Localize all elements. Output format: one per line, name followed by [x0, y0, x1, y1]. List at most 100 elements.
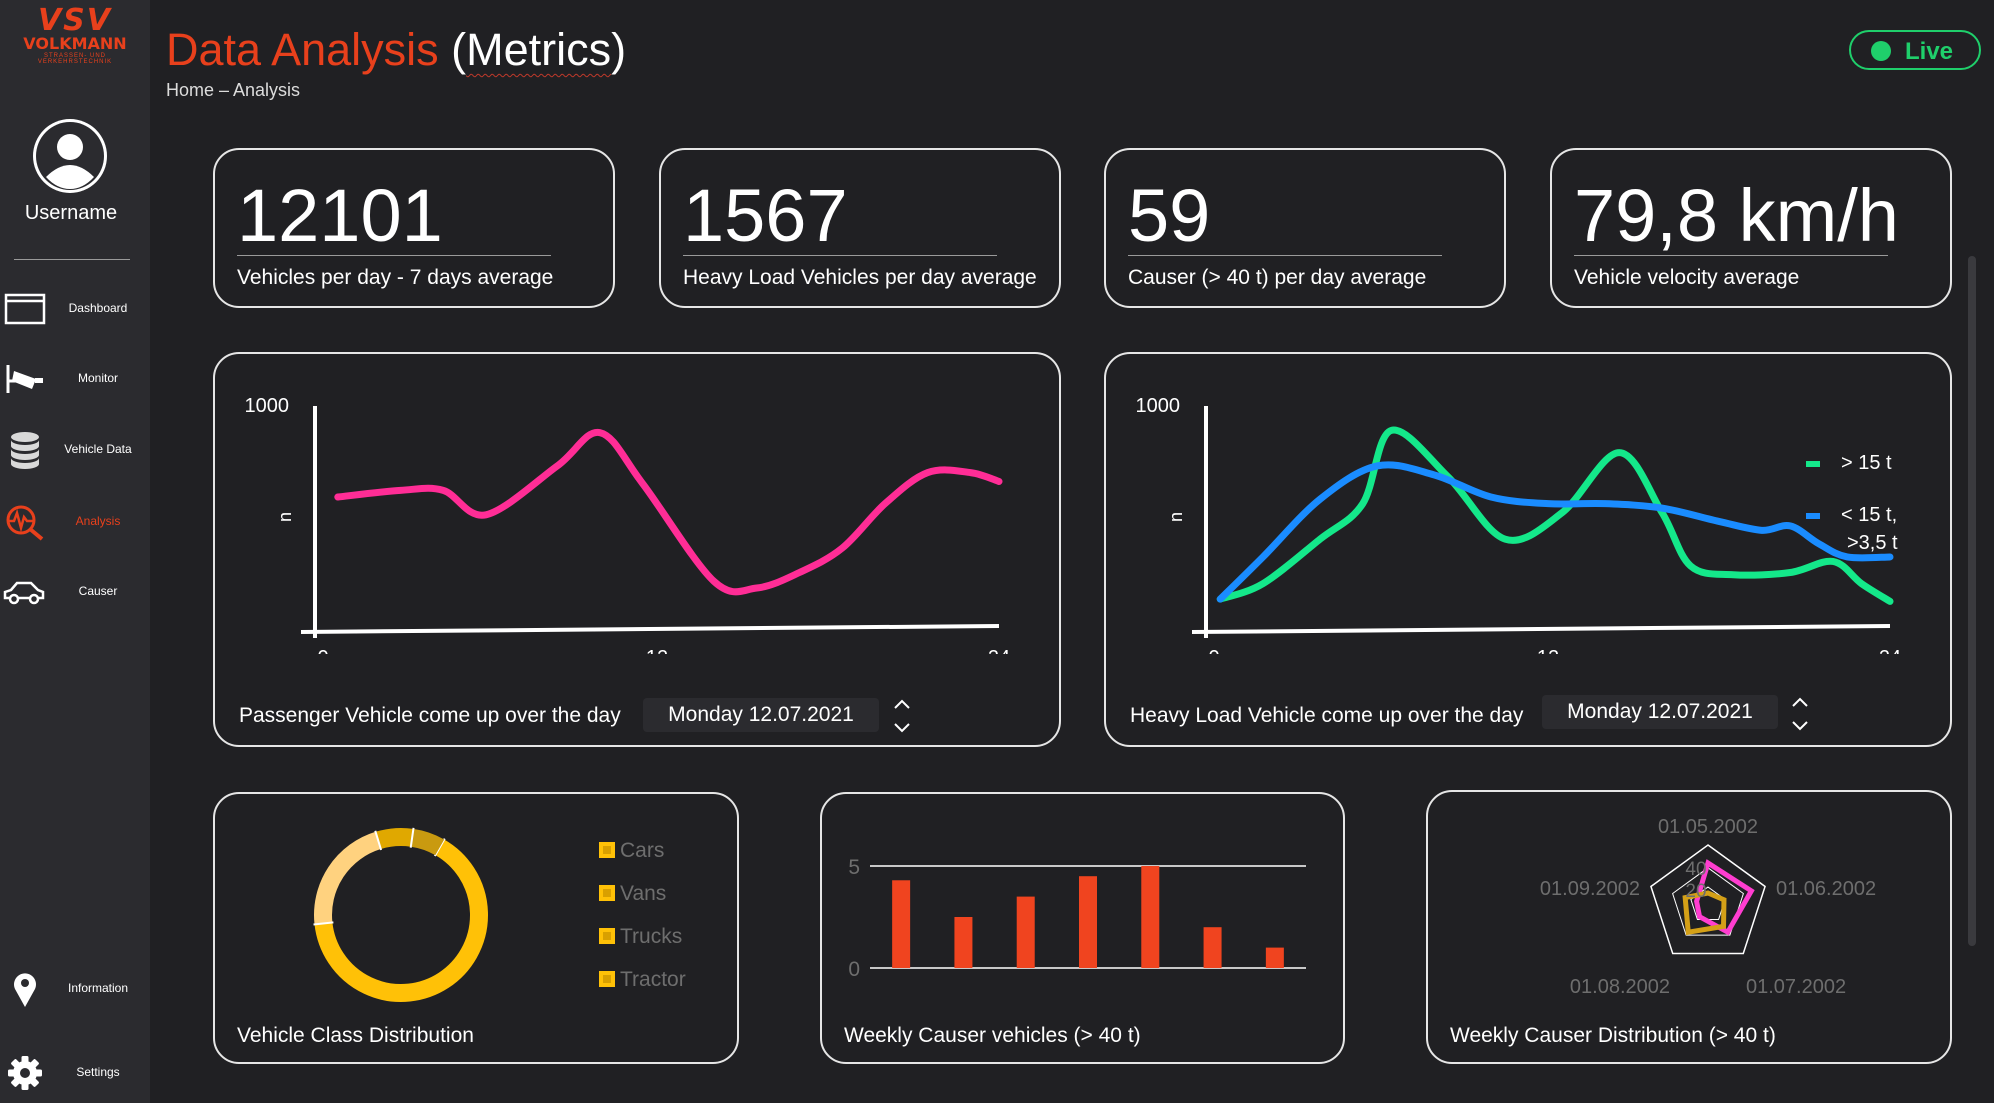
x-axis-line: [1191, 624, 1891, 634]
radar-axis-label: 01.05.2002: [1658, 816, 1758, 838]
donut-slice: [314, 839, 488, 1002]
heavy-date-select[interactable]: Monday 12.07.2021: [1542, 695, 1778, 729]
x-axis-line: [300, 624, 1000, 634]
logo-brand: VOLKMANN: [23, 34, 127, 53]
breadcrumb[interactable]: Home – Analysis: [166, 80, 301, 100]
kpi-value: 1567: [683, 174, 848, 257]
bar: [954, 917, 973, 968]
kpi-card-vehicles: 12101 Vehicles per day - 7 days average: [213, 148, 615, 308]
location-pin-icon: [14, 973, 36, 1007]
kpi-label: Causer (> 40 t) per day average: [1128, 266, 1427, 289]
donut-separator: [409, 827, 415, 848]
window-icon: [4, 293, 46, 325]
kpi-label: Vehicles per day - 7 days average: [237, 266, 554, 289]
bar: [1265, 947, 1284, 968]
x-tick-label: 24: [988, 647, 1010, 654]
radar-grid: [1650, 844, 1766, 955]
page-title: Data Analysis (Metrics): [166, 24, 627, 75]
passenger-chart-card: 1000 0 12 24 n Passenger Vehicle come up ove…: [213, 352, 1061, 747]
legend-label: Tractor: [620, 968, 686, 991]
sidebar-item-label: Information: [67, 981, 129, 995]
series-line: [1216, 461, 1894, 603]
camera-icon: [6, 365, 43, 393]
kpi-card-heavy-load: 1567 Heavy Load Vehicles per day average: [659, 148, 1061, 308]
kpi-card-velocity: 79,8 km/h Vehicle velocity average: [1550, 148, 1952, 308]
sidebar-item-dashboard[interactable]: Dashboard: [0, 283, 150, 333]
sidebar-item-label: Monitor: [77, 371, 118, 385]
sidebar-item-settings[interactable]: Settings: [0, 1047, 150, 1097]
logo-tagline: STRASSEN- UND VERKEHRSTECHNIK: [37, 53, 113, 65]
sidebar-item-analysis[interactable]: Analysis: [0, 496, 150, 546]
weekly-distribution-card: 01.05.2002 01.06.2002 01.07.2002 01.08.2002…: [1426, 790, 1952, 1064]
live-badge[interactable]: Live: [1849, 30, 1981, 70]
y-axis-label: n: [1166, 512, 1186, 522]
legend-label: Vans: [620, 882, 666, 905]
passenger-date-select[interactable]: Monday 12.07.2021: [643, 698, 879, 732]
sidebar-item-causer[interactable]: Causer: [0, 566, 150, 616]
kpi-underline: [683, 255, 997, 256]
kpi-value: 12101: [237, 174, 443, 257]
radar-axis-label: 01.07.2002: [1746, 976, 1846, 998]
username-label: Username: [24, 202, 118, 224]
kpi-card-causer: 59 Causer (> 40 t) per day average: [1104, 148, 1506, 308]
legend-swatch-inner: [603, 846, 611, 854]
sidebar-item-label: Causer: [78, 584, 118, 598]
class-distribution-card: Cars Vans Trucks Tractor Vehicle Class Dist…: [213, 792, 739, 1064]
sidebar-item-information[interactable]: Information: [0, 963, 150, 1013]
kpi-value: 79,8 km/h: [1574, 174, 1899, 257]
radar-tick-label: 20: [1685, 881, 1706, 902]
sidebar-item-monitor[interactable]: Monitor: [0, 353, 150, 403]
passenger-line-chart: 1000 0 12 24 n: [245, 395, 1011, 654]
sidebar-item-vehicle-data[interactable]: Vehicle Data: [0, 424, 150, 474]
legend-label: Cars: [620, 839, 664, 862]
analysis-icon: [6, 505, 44, 541]
heavy-date-stepper[interactable]: [1788, 693, 1812, 735]
avatar-icon[interactable]: [31, 117, 109, 195]
sidebar: VSV VOLKMANN STRASSEN- UND VERKEHRSTECHN…: [0, 0, 150, 1103]
series-line: [1216, 426, 1894, 605]
chevron-up-icon: [894, 699, 910, 709]
class-distribution-caption: Vehicle Class Distribution: [237, 1024, 474, 1047]
legend-swatch-inner: [603, 975, 611, 983]
x-tick-label: 0: [317, 647, 328, 654]
database-icon: [11, 432, 39, 469]
chevron-up-icon: [1792, 697, 1808, 707]
kpi-underline: [1574, 255, 1888, 256]
bar: [1203, 927, 1222, 968]
donut-slice: [375, 828, 414, 850]
radar-axis-label: 01.09.2002: [1540, 878, 1640, 900]
legend-label: >3,5 t: [1847, 532, 1898, 554]
sidebar-item-label: Dashboard: [68, 301, 128, 315]
legend-swatch-inner: [603, 889, 611, 897]
x-tick-label: 12: [646, 647, 668, 654]
kpi-label: Vehicle velocity average: [1574, 266, 1800, 289]
chevron-down-icon: [894, 723, 910, 733]
legend-label: > 15 t: [1841, 452, 1892, 474]
weekly-causer-caption: Weekly Causer vehicles (> 40 t): [844, 1024, 1141, 1047]
heavy-line-chart: 1000 0 12 24 n > 15 t < 15 t, >3,5 t: [1136, 395, 1902, 654]
y-axis-label: n: [275, 512, 295, 522]
donut-separator: [313, 921, 334, 926]
bar: [892, 880, 911, 968]
passenger-date-stepper[interactable]: [890, 695, 914, 737]
page-scrollbar[interactable]: [1968, 256, 1976, 946]
radar-grid: [1672, 867, 1744, 936]
donut-slice: [410, 828, 445, 856]
sidebar-item-label: Vehicle Data: [64, 442, 132, 456]
bar: [1141, 866, 1160, 968]
legend-swatch: [1806, 461, 1820, 467]
radar-tick-label: 40: [1685, 859, 1706, 880]
kpi-underline: [237, 255, 551, 256]
live-dot-icon: [1871, 41, 1891, 61]
bar: [1079, 876, 1097, 968]
kpi-underline: [1128, 255, 1442, 256]
legend-swatch: [1806, 513, 1820, 519]
donut-slice: [314, 831, 382, 925]
company-logo[interactable]: VSV VOLKMANN STRASSEN- UND VERKEHRSTECHN…: [8, 6, 142, 66]
legend-swatch-inner: [603, 932, 611, 940]
sidebar-item-label: Settings: [76, 1065, 120, 1079]
legend-label: < 15 t,: [1841, 504, 1897, 526]
page-title-main: Data Analysis: [166, 24, 439, 75]
gear-icon: [8, 1056, 42, 1090]
